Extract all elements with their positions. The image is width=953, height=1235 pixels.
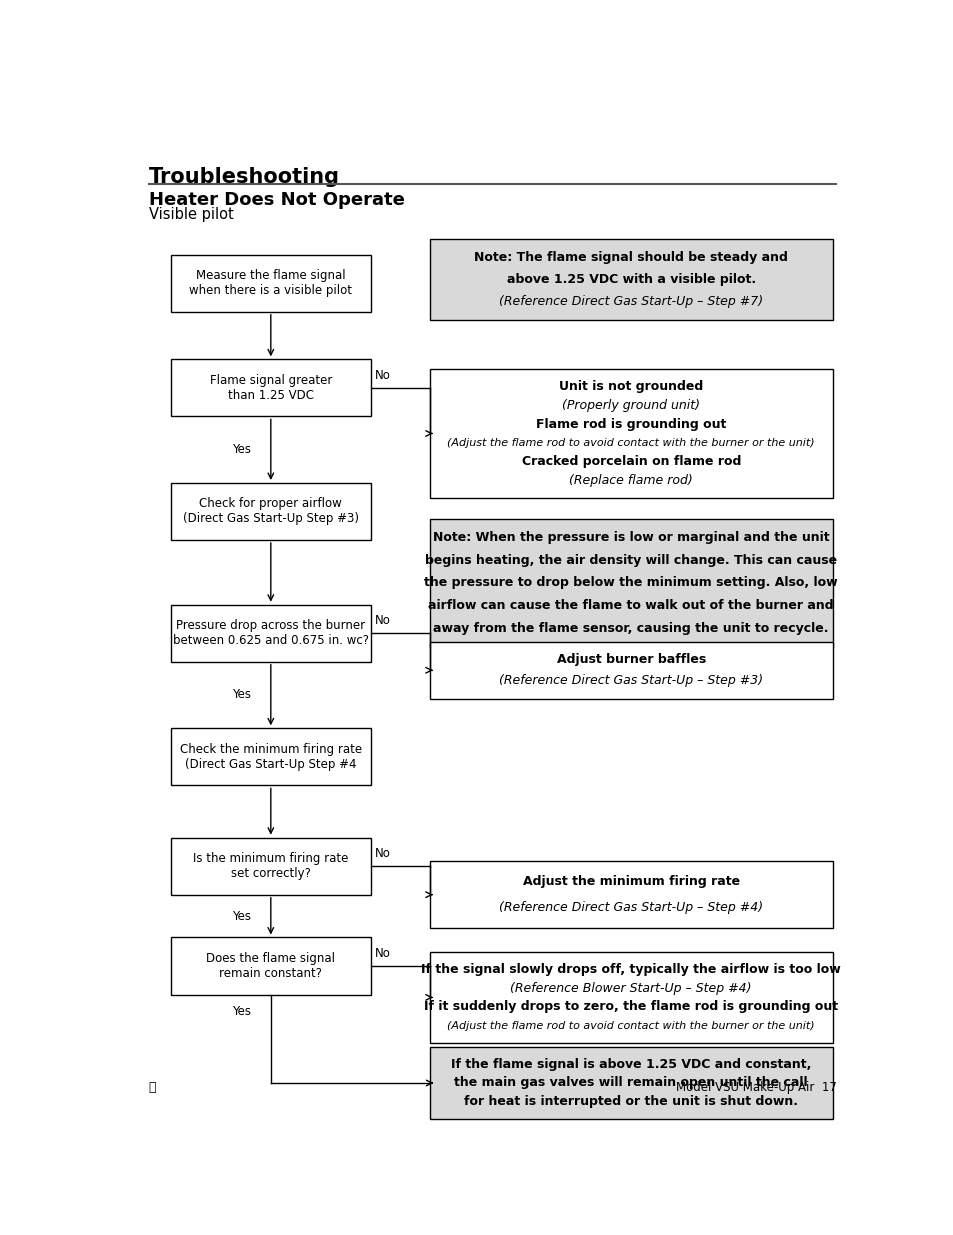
Text: Note: When the pressure is low or marginal and the unit: Note: When the pressure is low or margin… (433, 531, 829, 545)
Text: ⓔ: ⓔ (149, 1082, 156, 1094)
Text: Is the minimum firing rate
set correctly?: Is the minimum firing rate set correctly… (193, 852, 348, 881)
Text: Unit is not grounded: Unit is not grounded (558, 380, 702, 393)
Text: above 1.25 VDC with a visible pilot.: above 1.25 VDC with a visible pilot. (506, 273, 755, 287)
FancyBboxPatch shape (429, 642, 832, 699)
FancyBboxPatch shape (429, 369, 832, 498)
Text: If the flame signal is above 1.25 VDC and constant,: If the flame signal is above 1.25 VDC an… (451, 1058, 811, 1071)
Text: Visible pilot: Visible pilot (149, 207, 233, 222)
Text: Check the minimum firing rate
(Direct Gas Start-Up Step #4: Check the minimum firing rate (Direct Ga… (179, 742, 361, 771)
Text: Cracked porcelain on flame rod: Cracked porcelain on flame rod (521, 456, 740, 468)
Text: Flame rod is grounding out: Flame rod is grounding out (536, 417, 725, 431)
Text: Yes: Yes (232, 688, 251, 701)
FancyBboxPatch shape (429, 862, 832, 927)
Text: Yes: Yes (232, 443, 251, 456)
FancyBboxPatch shape (429, 240, 832, 320)
Text: No: No (375, 947, 390, 960)
Text: Check for proper airflow
(Direct Gas Start-Up Step #3): Check for proper airflow (Direct Gas Sta… (183, 498, 358, 525)
Text: (Adjust the flame rod to avoid contact with the burner or the unit): (Adjust the flame rod to avoid contact w… (447, 438, 814, 448)
Text: Troubleshooting: Troubleshooting (149, 167, 339, 188)
FancyBboxPatch shape (429, 519, 832, 647)
FancyBboxPatch shape (171, 254, 370, 311)
Text: Adjust the minimum firing rate: Adjust the minimum firing rate (522, 876, 739, 888)
FancyBboxPatch shape (171, 937, 370, 994)
Text: Yes: Yes (232, 910, 251, 923)
FancyBboxPatch shape (429, 1047, 832, 1119)
Text: (Replace flame rod): (Replace flame rod) (569, 474, 693, 487)
Text: Yes: Yes (232, 1005, 251, 1018)
FancyBboxPatch shape (171, 837, 370, 894)
Text: (Properly ground unit): (Properly ground unit) (561, 399, 700, 411)
Text: Heater Does Not Operate: Heater Does Not Operate (149, 191, 404, 209)
Text: Does the flame signal
remain constant?: Does the flame signal remain constant? (206, 952, 335, 981)
Text: begins heating, the air density will change. This can cause: begins heating, the air density will cha… (425, 553, 837, 567)
Text: Pressure drop across the burner
between 0.625 and 0.675 in. wc?: Pressure drop across the burner between … (172, 619, 369, 647)
Text: (Reference Direct Gas Start-Up – Step #3): (Reference Direct Gas Start-Up – Step #3… (498, 674, 762, 687)
Text: If the signal slowly drops off, typically the airflow is too low: If the signal slowly drops off, typicall… (421, 963, 841, 976)
Text: (Reference Direct Gas Start-Up – Step #7): (Reference Direct Gas Start-Up – Step #7… (498, 295, 762, 308)
FancyBboxPatch shape (171, 483, 370, 540)
Text: No: No (375, 369, 390, 382)
Text: Note: The flame signal should be steady and: Note: The flame signal should be steady … (474, 251, 787, 264)
FancyBboxPatch shape (171, 729, 370, 785)
Text: airflow can cause the flame to walk out of the burner and: airflow can cause the flame to walk out … (428, 599, 833, 611)
Text: Adjust burner baffles: Adjust burner baffles (556, 653, 705, 667)
Text: the main gas valves will remain open until the call: the main gas valves will remain open unt… (454, 1077, 807, 1089)
FancyBboxPatch shape (171, 359, 370, 416)
Text: Measure the flame signal
when there is a visible pilot: Measure the flame signal when there is a… (189, 269, 352, 298)
Text: (Adjust the flame rod to avoid contact with the burner or the unit): (Adjust the flame rod to avoid contact w… (447, 1020, 814, 1030)
Text: for heat is interrupted or the unit is shut down.: for heat is interrupted or the unit is s… (464, 1095, 798, 1108)
Text: Model VSU Make-Up Air  17: Model VSU Make-Up Air 17 (675, 1082, 836, 1094)
Text: If it suddenly drops to zero, the flame rod is grounding out: If it suddenly drops to zero, the flame … (424, 1000, 838, 1013)
FancyBboxPatch shape (171, 605, 370, 662)
FancyBboxPatch shape (429, 952, 832, 1042)
Text: (Reference Direct Gas Start-Up – Step #4): (Reference Direct Gas Start-Up – Step #4… (498, 902, 762, 914)
Text: Flame signal greater
than 1.25 VDC: Flame signal greater than 1.25 VDC (210, 374, 332, 401)
Text: No: No (375, 847, 390, 861)
Text: away from the flame sensor, causing the unit to recycle.: away from the flame sensor, causing the … (433, 621, 828, 635)
Text: (Reference Blower Start-Up – Step #4): (Reference Blower Start-Up – Step #4) (510, 982, 751, 994)
Text: the pressure to drop below the minimum setting. Also, low: the pressure to drop below the minimum s… (424, 577, 837, 589)
Text: No: No (375, 614, 390, 627)
